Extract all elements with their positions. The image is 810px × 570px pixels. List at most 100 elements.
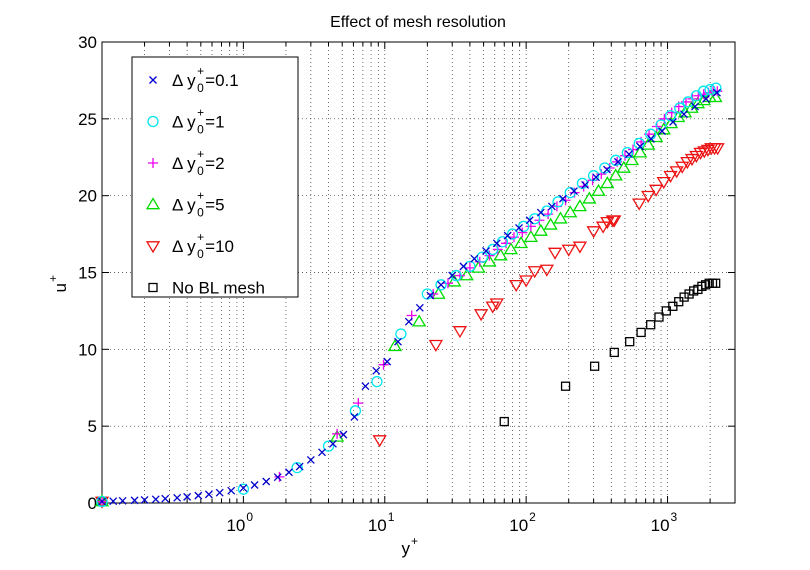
data-point <box>529 213 541 225</box>
data-point <box>329 429 345 442</box>
data-point <box>428 289 439 300</box>
data-point <box>372 435 387 448</box>
y-tick-label: 5 <box>88 417 97 436</box>
data-point <box>411 314 427 327</box>
legend-entry: Δ y +0 =1 <box>147 106 225 137</box>
x-tick-label: 10 <box>368 516 387 535</box>
data-point <box>591 183 606 196</box>
data-point <box>215 488 224 497</box>
series-0 <box>98 88 721 506</box>
series-layer <box>94 82 725 509</box>
legend-label-sup: + <box>197 147 204 161</box>
data-point <box>704 83 716 96</box>
data-point <box>237 483 250 495</box>
data-point <box>570 187 578 196</box>
data-point <box>536 208 545 217</box>
legend-label: Δ y <box>172 237 196 256</box>
legend-entry: No BL mesh <box>148 279 265 298</box>
data-point <box>680 110 688 119</box>
data-point <box>690 96 706 109</box>
legend-marker <box>145 241 161 254</box>
data-point <box>592 173 600 182</box>
data-point <box>632 198 647 211</box>
data-point <box>173 493 182 502</box>
x-axis-label: y + <box>402 534 419 558</box>
data-point <box>647 134 655 143</box>
legend-label-suffix: =10 <box>205 237 234 256</box>
data-point <box>561 244 576 257</box>
data-point <box>489 298 504 311</box>
data-point <box>664 110 677 122</box>
data-point <box>437 280 445 289</box>
data-point <box>543 217 558 230</box>
data-point <box>572 199 588 212</box>
legend-label: Δ y <box>172 71 196 90</box>
data-point <box>306 456 315 464</box>
data-point <box>262 477 271 486</box>
data-point <box>513 236 529 249</box>
data-point <box>616 160 631 173</box>
data-point <box>697 146 712 159</box>
data-point <box>508 232 519 243</box>
data-point <box>435 279 447 291</box>
data-point <box>607 215 622 228</box>
data-point <box>485 301 500 314</box>
data-point <box>589 361 600 371</box>
data-point <box>710 143 725 156</box>
data-point <box>659 113 670 124</box>
data-point <box>519 275 534 288</box>
data-point <box>395 328 407 340</box>
data-point <box>404 317 413 326</box>
legend-label: No BL mesh <box>172 279 265 298</box>
data-point <box>641 190 656 203</box>
data-point <box>500 238 511 249</box>
data-point <box>586 226 601 239</box>
data-point <box>140 495 149 504</box>
legend-entry: Δ y +0 =2 <box>148 147 225 178</box>
data-point <box>291 462 303 474</box>
data-point <box>708 90 723 103</box>
y-tick-label: 15 <box>78 264 97 283</box>
data-point <box>563 205 578 218</box>
data-point <box>610 154 622 166</box>
data-point <box>109 497 118 506</box>
series-4 <box>94 143 725 509</box>
data-point <box>318 448 326 457</box>
y-axis-label-base: u <box>51 283 70 292</box>
data-point <box>194 491 203 500</box>
data-point <box>328 439 337 448</box>
data-point <box>506 228 519 240</box>
data-point <box>648 184 664 197</box>
legend-label-suffix: =2 <box>205 154 224 173</box>
data-point <box>599 162 611 174</box>
data-point <box>525 216 534 225</box>
legend-marker <box>148 282 158 293</box>
data-point <box>493 248 508 261</box>
data-point <box>387 338 403 352</box>
data-point <box>621 146 634 159</box>
data-point <box>515 223 523 232</box>
x-tick-label-exponent: 1 <box>388 510 395 524</box>
data-point <box>572 241 588 254</box>
data-point <box>552 196 564 208</box>
x-tick-label: 10 <box>226 516 245 535</box>
legend-label-sup: + <box>197 230 204 244</box>
x-tick-label-exponent: 3 <box>671 510 678 524</box>
data-point <box>509 279 524 293</box>
legend-label-sub: 0 <box>197 164 204 178</box>
data-point <box>476 251 489 263</box>
data-point <box>675 161 690 174</box>
data-point <box>452 326 468 339</box>
series-5 <box>97 278 721 507</box>
data-point <box>450 269 462 282</box>
data-point <box>503 242 519 255</box>
data-point <box>669 117 677 126</box>
data-point <box>130 496 139 505</box>
legend-label-sup: + <box>197 64 204 78</box>
data-point <box>658 127 666 136</box>
data-point <box>295 462 304 471</box>
legend-marker <box>149 76 157 84</box>
data-point <box>227 486 236 495</box>
y-axis-label: u + <box>46 275 70 292</box>
